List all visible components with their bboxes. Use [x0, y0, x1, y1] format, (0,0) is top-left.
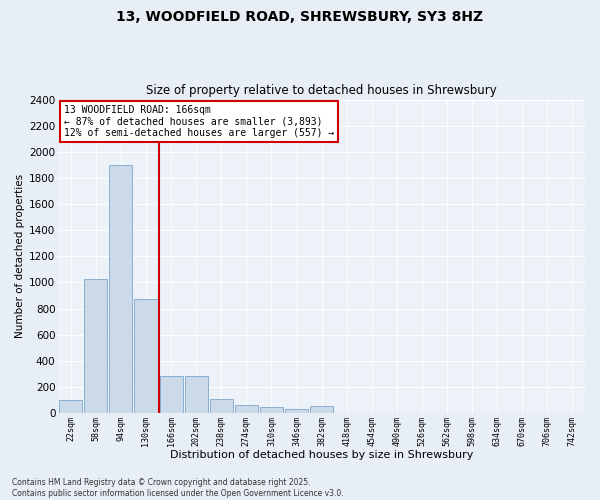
- Bar: [210, 398, 233, 413]
- Y-axis label: Number of detached properties: Number of detached properties: [15, 174, 25, 338]
- Title: Size of property relative to detached houses in Shrewsbury: Size of property relative to detached ho…: [146, 84, 497, 97]
- Text: 13, WOODFIELD ROAD, SHREWSBURY, SY3 8HZ: 13, WOODFIELD ROAD, SHREWSBURY, SY3 8HZ: [116, 10, 484, 24]
- Bar: [59, 400, 82, 413]
- Bar: [285, 409, 308, 413]
- Bar: [260, 407, 283, 413]
- Bar: [235, 405, 258, 413]
- Bar: [310, 406, 333, 413]
- Bar: [160, 376, 182, 413]
- Bar: [109, 165, 133, 413]
- Text: Contains HM Land Registry data © Crown copyright and database right 2025.
Contai: Contains HM Land Registry data © Crown c…: [12, 478, 344, 498]
- X-axis label: Distribution of detached houses by size in Shrewsbury: Distribution of detached houses by size …: [170, 450, 473, 460]
- Bar: [185, 376, 208, 413]
- Bar: [134, 300, 158, 413]
- Text: 13 WOODFIELD ROAD: 166sqm
← 87% of detached houses are smaller (3,893)
12% of se: 13 WOODFIELD ROAD: 166sqm ← 87% of detac…: [64, 105, 334, 138]
- Bar: [84, 279, 107, 413]
